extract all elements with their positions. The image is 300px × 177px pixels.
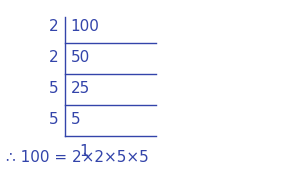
- Text: 5: 5: [49, 81, 58, 96]
- Text: 2: 2: [49, 50, 58, 65]
- Text: 100: 100: [70, 19, 99, 34]
- Text: 1: 1: [80, 144, 89, 159]
- Text: 5: 5: [70, 112, 80, 127]
- Text: 50: 50: [70, 50, 90, 65]
- Text: 5: 5: [49, 112, 58, 127]
- Text: 2: 2: [49, 19, 58, 34]
- Text: 25: 25: [70, 81, 90, 96]
- Text: ∴ 100 = 2×2×5×5: ∴ 100 = 2×2×5×5: [6, 150, 149, 165]
